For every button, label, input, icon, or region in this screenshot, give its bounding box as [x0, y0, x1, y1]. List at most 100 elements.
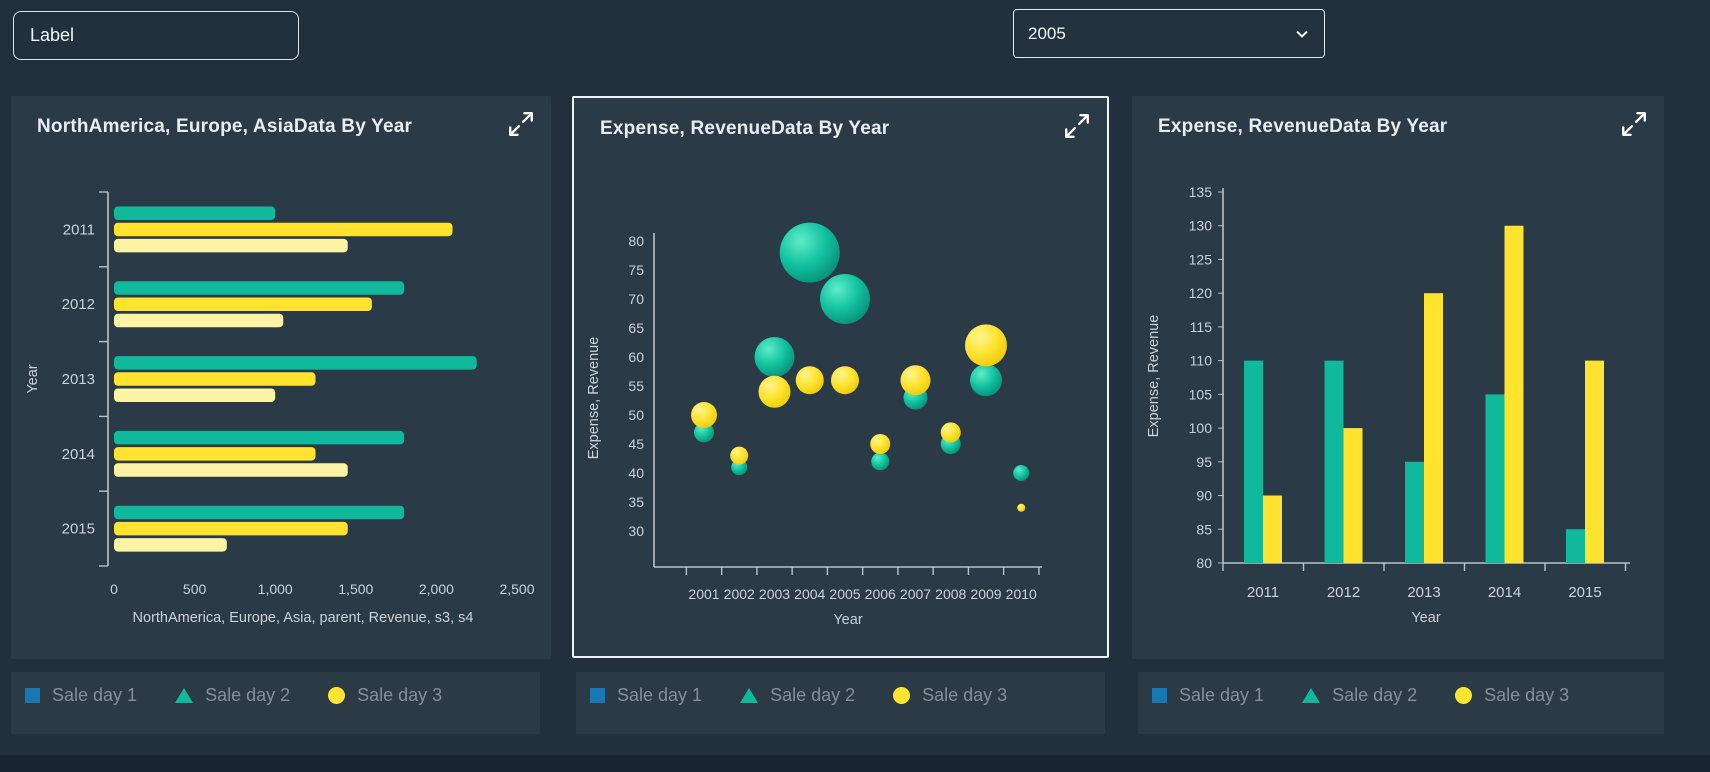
svg-text:45: 45 [628, 436, 644, 452]
svg-text:1,000: 1,000 [258, 581, 293, 597]
svg-text:40: 40 [628, 465, 644, 481]
panel-3-title: Expense, RevenueData By Year [1158, 116, 1448, 137]
legend-circle-icon [328, 687, 346, 704]
legend-label: Sale day 1 [52, 685, 138, 705]
legend-item-sale-day-2[interactable]: Sale day 2 [740, 685, 855, 706]
legend-square-icon [25, 688, 40, 703]
svg-text:2007: 2007 [900, 586, 931, 602]
year-select-value: 2005 [1028, 23, 1066, 43]
svg-text:2011: 2011 [63, 221, 95, 238]
svg-text:2,000: 2,000 [419, 581, 454, 597]
svg-text:0: 0 [110, 581, 118, 597]
svg-text:2014: 2014 [1488, 584, 1521, 601]
footer-strip [0, 755, 1710, 772]
legend-triangle-icon [740, 688, 759, 703]
legend-item-sale-day-3[interactable]: Sale day 3 [1455, 685, 1569, 706]
expand-icon[interactable] [1063, 112, 1091, 140]
svg-text:2015: 2015 [1568, 584, 1601, 601]
chevron-down-icon [1296, 30, 1308, 38]
svg-text:85: 85 [1196, 521, 1212, 537]
panel-2-title: Expense, RevenueData By Year [600, 118, 890, 139]
svg-text:2002: 2002 [724, 586, 755, 602]
svg-text:35: 35 [628, 494, 644, 510]
svg-text:100: 100 [1189, 420, 1213, 436]
legend-circle-icon [1455, 687, 1473, 704]
svg-text:120: 120 [1189, 285, 1213, 301]
legend-label: Sale day 3 [922, 685, 1008, 705]
legend-triangle-icon [1302, 688, 1321, 703]
svg-text:2005: 2005 [829, 586, 860, 602]
svg-text:60: 60 [628, 349, 644, 365]
svg-text:2013: 2013 [1407, 584, 1440, 601]
panel-bubble-chart: Expense, RevenueData By Year 30 35 40 45 50 5… [572, 96, 1109, 658]
svg-text:Expense, Revenue: Expense, Revenue [586, 337, 602, 460]
panel-vertical-bar-chart: Expense, RevenueData By Year 80 85 90 95 100… [1132, 96, 1664, 659]
legend-label: Sale day 1 [617, 685, 703, 705]
legend-label: Sale day 1 [1179, 685, 1265, 705]
svg-text:50: 50 [628, 407, 644, 423]
svg-text:75: 75 [628, 262, 644, 278]
legend-item-sale-day-3[interactable]: Sale day 3 [893, 685, 1007, 706]
svg-text:Expense, Revenue: Expense, Revenue [1146, 315, 1162, 438]
svg-text:2012: 2012 [62, 296, 95, 313]
svg-text:2,500: 2,500 [499, 581, 534, 597]
svg-text:2011: 2011 [1247, 584, 1279, 601]
svg-text:2010: 2010 [1006, 586, 1037, 602]
legend-square-icon [590, 688, 605, 703]
expand-icon[interactable] [507, 110, 535, 138]
horizontal-bar-chart: 2011 2012 2013 2014 2015 0 500 1,000 1,500 2,000 2… [25, 191, 535, 626]
legend-triangle-icon [175, 688, 194, 703]
svg-text:Year: Year [1411, 610, 1440, 626]
svg-text:125: 125 [1189, 251, 1213, 267]
svg-text:Year: Year [25, 364, 41, 393]
svg-text:NorthAmerica, Europe, Asia, pa: NorthAmerica, Europe, Asia, parent, Reve… [133, 610, 474, 626]
legend-circle-icon [893, 687, 911, 704]
svg-text:2001: 2001 [688, 586, 719, 602]
svg-text:90: 90 [1196, 488, 1212, 504]
legend-label: Sale day 2 [1332, 685, 1418, 705]
legend-item-sale-day-2[interactable]: Sale day 2 [175, 685, 290, 706]
legend-label: Sale day 2 [770, 685, 856, 705]
panel-1-title: NorthAmerica, Europe, AsiaData By Year [37, 116, 413, 137]
legend-strip: Sale day 1 Sale day 2 Sale day 3 [1138, 672, 1664, 734]
legend-square-icon [1152, 688, 1167, 703]
svg-text:2015: 2015 [62, 521, 95, 538]
svg-text:70: 70 [628, 291, 644, 307]
svg-text:2009: 2009 [970, 586, 1001, 602]
svg-text:65: 65 [628, 320, 644, 336]
legend-label: Sale day 2 [205, 685, 291, 705]
legend-item-sale-day-1[interactable]: Sale day 1 [590, 685, 702, 706]
svg-text:30: 30 [628, 523, 644, 539]
svg-text:2013: 2013 [62, 371, 95, 388]
legend-item-sale-day-1[interactable]: Sale day 1 [1152, 685, 1264, 706]
legend-item-sale-day-3[interactable]: Sale day 3 [328, 685, 442, 706]
svg-text:80: 80 [628, 233, 644, 249]
label-input[interactable] [13, 11, 299, 60]
svg-text:80: 80 [1196, 555, 1212, 571]
year-select[interactable]: 2005 [1013, 9, 1325, 58]
svg-text:2003: 2003 [759, 586, 790, 602]
svg-text:1,500: 1,500 [338, 581, 373, 597]
svg-text:110: 110 [1190, 353, 1213, 369]
legend-strip: Sale day 1 Sale day 2 Sale day 3 [11, 672, 540, 734]
vertical-bar-chart: 80 85 90 95 100 105 110 115 120 125 130 135 2011 2012… [1146, 184, 1630, 626]
svg-text:2006: 2006 [865, 586, 896, 602]
svg-text:115: 115 [1190, 319, 1213, 335]
svg-text:Year: Year [833, 612, 862, 628]
legend-item-sale-day-2[interactable]: Sale day 2 [1302, 685, 1417, 706]
expand-icon[interactable] [1620, 110, 1648, 138]
svg-text:2014: 2014 [62, 446, 95, 463]
svg-text:55: 55 [628, 378, 644, 394]
svg-text:2008: 2008 [935, 586, 966, 602]
svg-text:135: 135 [1189, 184, 1213, 200]
svg-text:2012: 2012 [1327, 584, 1360, 601]
panel-horizontal-bar-chart: NorthAmerica, Europe, AsiaData By Year 2… [11, 96, 551, 659]
svg-text:500: 500 [183, 581, 207, 597]
legend-label: Sale day 3 [1484, 685, 1570, 705]
svg-text:130: 130 [1189, 218, 1213, 234]
legend-item-sale-day-1[interactable]: Sale day 1 [25, 685, 137, 706]
svg-text:95: 95 [1196, 454, 1212, 470]
legend-label: Sale day 3 [357, 685, 443, 705]
svg-text:105: 105 [1189, 386, 1213, 402]
